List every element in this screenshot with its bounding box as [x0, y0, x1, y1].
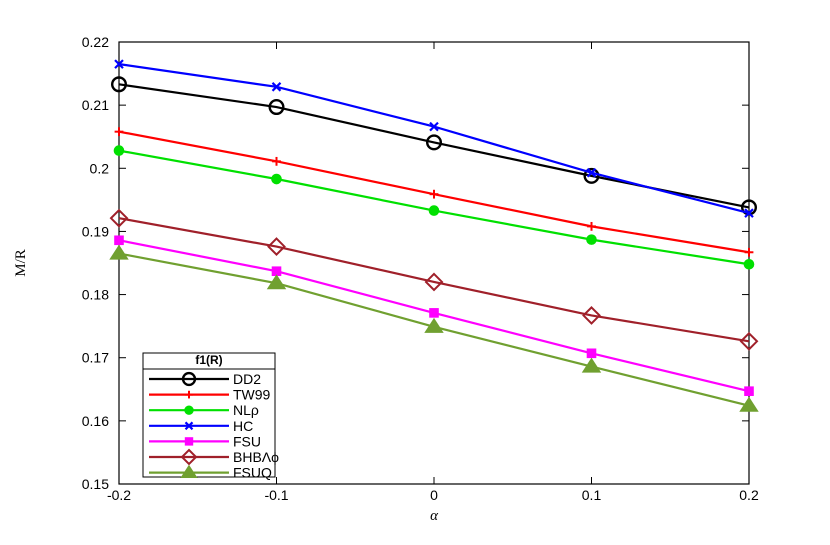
- data-point-tw99: [429, 189, 439, 199]
- data-point-hc: [429, 121, 439, 132]
- data-point-bhb: [424, 272, 444, 292]
- data-point-nl: [428, 205, 440, 216]
- data-point-bhb: [582, 305, 601, 325]
- y-tick-label: 0.19: [82, 223, 109, 239]
- data-point-hc-b: [586, 167, 597, 178]
- data-point-fsuq: [581, 357, 602, 373]
- y-tick-label: 0.22: [82, 34, 109, 50]
- data-point-bhb: [109, 208, 129, 228]
- data-point-hc-b: [114, 59, 124, 69]
- x-tick-label: -0.1: [264, 487, 288, 503]
- x-tick-label: 0.2: [739, 487, 759, 503]
- data-point-hc: [586, 167, 597, 178]
- data-point-tw99: [272, 156, 281, 166]
- x-tick-label: 0: [430, 487, 438, 503]
- legend-label-fsu: FSU: [233, 433, 261, 449]
- legend-marker-tw99: [185, 390, 193, 399]
- x-axis-ticks: -0.2 -0.1 0 0.1 0.2: [107, 42, 759, 503]
- legend-label-fsuq: FSUQ: [233, 465, 272, 481]
- data-point-bhb: [267, 237, 286, 256]
- data-point-hc: [114, 59, 124, 69]
- legend-label-hc: HC: [233, 418, 253, 434]
- data-point-hc-b: [429, 121, 439, 132]
- data-point-nl: [271, 173, 282, 185]
- data-point-tw99: [114, 127, 124, 137]
- data-point-fsu: [114, 235, 124, 246]
- data-point-dd2: [268, 99, 285, 116]
- y-tick-label: 0.18: [82, 287, 109, 303]
- series-line-bhb: [118, 217, 750, 343]
- y-tick-label: 0.17: [82, 350, 109, 366]
- legend-marker-nl: [184, 405, 194, 415]
- data-point-dd2: [583, 167, 600, 184]
- data-point-dd2: [110, 76, 127, 93]
- y-tick-label: 0.16: [82, 413, 109, 429]
- data-point-hc: [744, 208, 754, 218]
- data-point-bhb: [739, 331, 759, 351]
- y-axis-ticks: 0.15 0.16 0.17 0.18 0.19 0.2 0.21 0.22: [82, 34, 749, 492]
- data-point-hc-b: [271, 82, 282, 92]
- data-point-fsuq: [266, 274, 287, 290]
- legend-marker-hc: [184, 421, 194, 431]
- data-point-fsuq: [109, 244, 129, 260]
- x-tick-label: 0.1: [582, 487, 602, 503]
- data-point-fsuq: [739, 396, 759, 412]
- data-point-nl: [586, 234, 597, 245]
- legend-marker-bhb: [180, 448, 198, 466]
- x-tick-label: -0.2: [107, 487, 131, 503]
- legend-label-bhb: BHBΛϕ: [233, 449, 279, 465]
- legend-marker-hc-b: [184, 421, 194, 431]
- legend-marker-fsu: [184, 437, 194, 446]
- data-point-dd2: [426, 134, 443, 151]
- data-point-hc-b: [744, 208, 754, 218]
- legend-label-tw99: TW99: [233, 387, 271, 403]
- y-tick-label: 0.2: [90, 160, 110, 176]
- data-point-tw99: [744, 247, 754, 257]
- legend-marker-dd2: [181, 371, 197, 387]
- data-point-fsu: [429, 308, 439, 318]
- legend-label-nl: NLρ: [233, 402, 259, 418]
- legend-title: f1(R): [195, 353, 222, 367]
- legend-marker-fsuq: [180, 464, 198, 478]
- data-point-nl: [743, 258, 755, 270]
- data-point-tw99: [587, 221, 596, 231]
- data-point-nl: [113, 145, 125, 156]
- y-tick-label: 0.15: [82, 476, 109, 492]
- data-point-fsuq: [424, 317, 444, 333]
- y-axis-label: M/R: [13, 249, 29, 277]
- series-layer: [109, 59, 759, 412]
- x-axis-label: α: [430, 508, 439, 524]
- y-tick-label: 0.21: [82, 97, 109, 113]
- data-point-hc: [271, 82, 282, 92]
- data-point-fsu: [271, 266, 282, 277]
- legend-label-dd2: DD2: [233, 371, 261, 387]
- data-point-fsu: [586, 348, 597, 359]
- data-point-fsu: [744, 386, 754, 396]
